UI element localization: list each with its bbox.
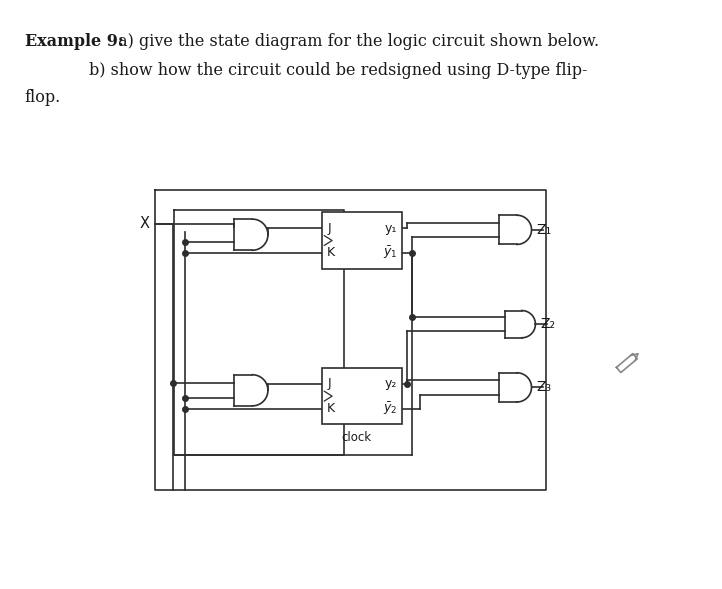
Text: Example 9:: Example 9: (25, 34, 123, 50)
Text: J: J (327, 221, 331, 234)
Text: $\bar{y}_2$: $\bar{y}_2$ (383, 401, 397, 417)
Text: a) give the state diagram for the logic circuit shown below.: a) give the state diagram for the logic … (113, 34, 599, 50)
Text: K: K (327, 246, 336, 259)
Text: Z₃: Z₃ (536, 380, 552, 395)
FancyBboxPatch shape (323, 212, 402, 269)
Text: X: X (139, 217, 149, 231)
Text: Z₂: Z₂ (540, 317, 555, 331)
FancyBboxPatch shape (323, 368, 402, 424)
Text: y₂: y₂ (385, 377, 397, 391)
Text: clock: clock (342, 431, 372, 444)
Text: Z₁: Z₁ (536, 223, 552, 237)
Text: $\bar{y}_1$: $\bar{y}_1$ (383, 244, 397, 261)
Text: J: J (327, 377, 331, 391)
Text: b) show how the circuit could be redsigned using D-type flip-: b) show how the circuit could be redsign… (89, 61, 588, 78)
Text: y₁: y₁ (385, 221, 397, 234)
Text: flop.: flop. (25, 89, 61, 106)
Text: K: K (327, 402, 336, 415)
